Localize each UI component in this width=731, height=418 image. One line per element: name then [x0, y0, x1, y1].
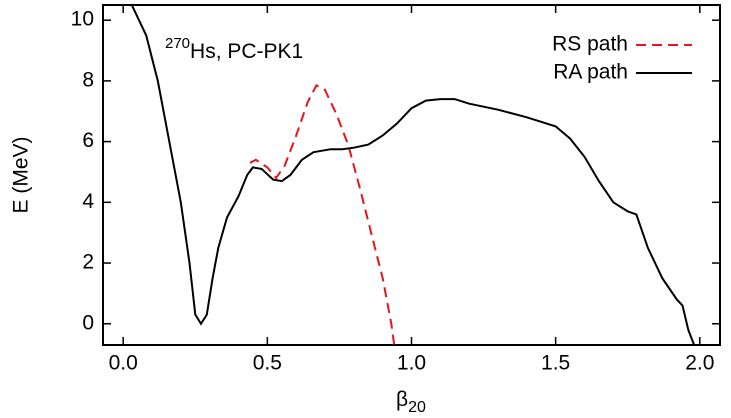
x-tick-label: 1.0 — [397, 352, 426, 375]
x-tick-label: 2.0 — [685, 352, 714, 375]
x-label-main: β — [396, 388, 408, 411]
x-axis-label: β20 — [396, 388, 426, 417]
line-series — [130, 5, 696, 345]
y-tick-label: 4 — [82, 190, 94, 213]
x-tick-label: 1.5 — [541, 352, 570, 375]
x-label-subscript: 20 — [408, 399, 426, 416]
y-tick-label: 10 — [71, 8, 94, 31]
annotation-superscript: 270 — [165, 35, 190, 52]
y-tick-label: 6 — [82, 129, 94, 152]
x-tick-label: 0.0 — [109, 352, 138, 375]
legend-label: RS path — [552, 33, 628, 56]
y-tick-label: 8 — [82, 68, 94, 91]
annotation-text: Hs, PC-PK1 — [190, 40, 303, 63]
legend-label: RA path — [553, 61, 628, 84]
annotation: 270Hs, PC-PK1 — [165, 35, 303, 63]
y-tick-label: 2 — [82, 251, 94, 274]
line-series — [249, 84, 396, 345]
x-tick-label: 0.5 — [253, 352, 282, 375]
y-axis-label: E (MeV) — [10, 136, 33, 213]
y-tick-label: 0 — [82, 311, 94, 334]
plot-area — [130, 5, 696, 345]
